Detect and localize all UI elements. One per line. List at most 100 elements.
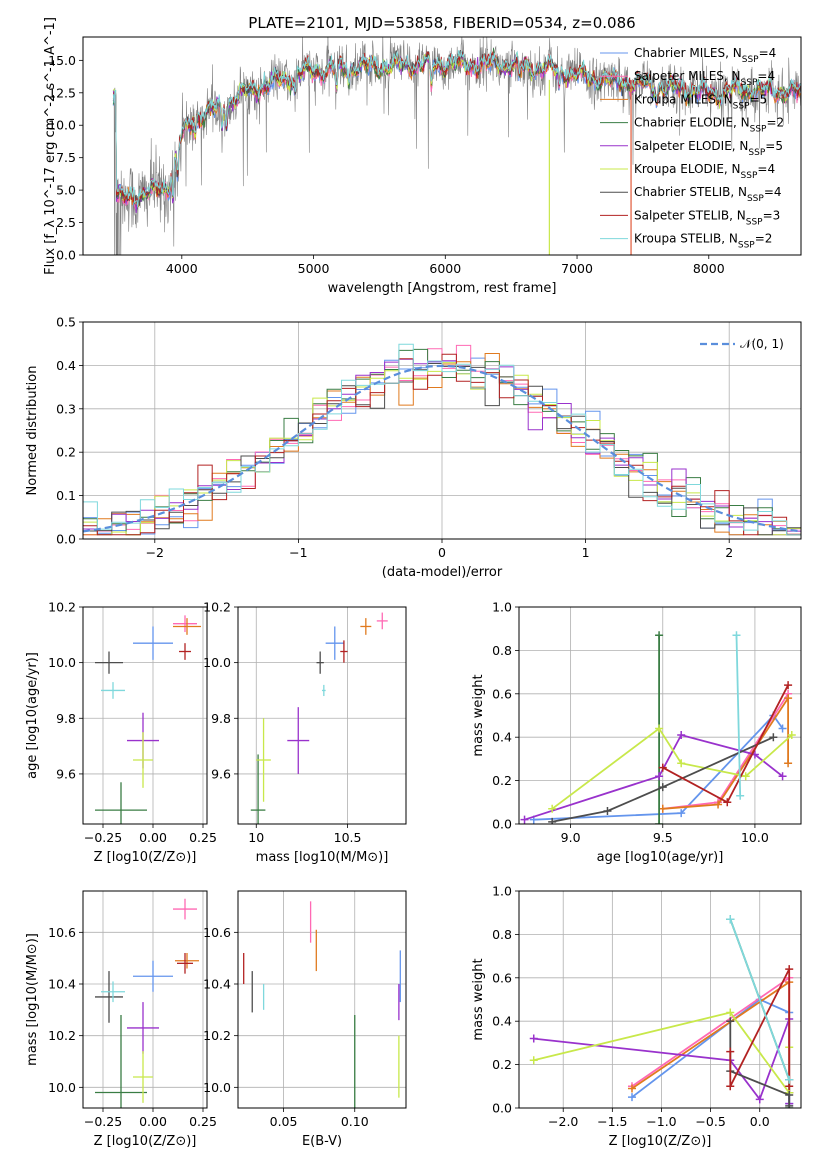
x-tick-label: 9.5 — [653, 830, 673, 845]
y-tick-label: 0.4 — [492, 1014, 512, 1029]
x-tick-label: 0.10 — [341, 1114, 369, 1129]
y-tick-label: 10.0 — [48, 118, 76, 133]
x-tick-label: 0.00 — [139, 1114, 167, 1129]
weight-marker-chabrier_elodie — [655, 631, 664, 640]
weight-marker-salpeter_stelib — [658, 763, 667, 772]
weight-marker-kroupa_stelib — [785, 1075, 794, 1084]
x-tick-label: −1.0 — [646, 1114, 676, 1129]
x-tick-label: 2 — [725, 545, 733, 560]
x-axis-label: mass [log10(M/M⊙)] — [256, 850, 389, 865]
legend-subscript: SSP — [733, 101, 750, 111]
y-tick-label: 12.5 — [48, 85, 76, 100]
y-tick-label: 0.0 — [492, 1101, 512, 1116]
y-tick-label: 2.5 — [56, 215, 76, 230]
panel-weight-vs-age: 9.0 9.5 10.0 0.0 0.2 0.4 0.6 0.8 1.0 age [log10(a… — [471, 600, 802, 865]
y-axis-label: age [log10(age/yr)] — [25, 652, 40, 779]
legend-label: Chabrier MILES, NSSP=4 — [634, 46, 776, 65]
weight-marker-kroupa_stelib — [726, 915, 735, 924]
legend-subscript: SSP — [748, 148, 765, 158]
y-tick-label: 10.6 — [48, 925, 76, 940]
y-tick-label: 1.0 — [492, 600, 512, 615]
y-tick-label: 10.6 — [203, 925, 231, 940]
x-axis-label: age [log10(age/yr)] — [597, 850, 724, 865]
x-axis-label: E(B-V) — [302, 1134, 342, 1149]
plot-area — [519, 891, 801, 1108]
x-tick-label: −1.5 — [597, 1114, 627, 1129]
x-tick-label: 0 — [438, 545, 446, 560]
y-tick-label: 9.8 — [56, 711, 76, 726]
x-tick-label: 8000 — [693, 261, 725, 276]
y-tick-label: 7.5 — [56, 150, 76, 165]
weight-line-salpeter_miles — [662, 693, 789, 810]
legend-subscript: SSP — [747, 194, 764, 204]
weight-line-chabrier_stelib — [729, 1021, 791, 1106]
y-tick-label: 0.2 — [492, 1057, 512, 1072]
weight-marker-kroupa_elodie — [741, 772, 750, 781]
y-tick-label: 1.0 — [492, 884, 512, 899]
y-tick-label: 10.2 — [48, 600, 76, 615]
histogram-salpeter_stelib — [83, 353, 801, 536]
weight-marker-kroupa_elodie — [677, 759, 686, 768]
x-tick-label: 10.5 — [334, 830, 362, 845]
weight-marker-chabrier_stelib — [785, 1101, 794, 1108]
weight-marker-kroupa_miles — [714, 800, 723, 809]
panel-mass-vs-Z: −0.25 0.00 0.25 10.0 10.2 10.4 10.6 Z [log10(Z/… — [25, 890, 217, 1149]
panel-age-vs-mass: 10 10.5 9.6 9.8 10.0 10.2 mass [log10(M/M⊙)] — [203, 600, 407, 865]
weight-line-salpeter_stelib — [662, 684, 789, 804]
weight-marker-chabrier_stelib — [785, 1090, 794, 1099]
weight-marker-chabrier_stelib — [603, 806, 612, 815]
axes-frame — [82, 321, 802, 540]
y-axis-label: mass [log10(M/M⊙)] — [25, 933, 40, 1066]
weight-marker-salpeter_stelib — [726, 1047, 735, 1056]
weight-marker-kroupa_miles — [627, 1084, 636, 1093]
figure-title: PLATE=2101, MJD=53858, FIBERID=0534, z=0… — [248, 14, 635, 32]
legend-label: 𝒩(0, 1) — [740, 337, 784, 351]
y-tick-label: 10.4 — [48, 977, 76, 992]
weight-marker-salpeter_stelib — [785, 965, 794, 974]
weight-marker-kroupa_elodie — [726, 1008, 735, 1017]
x-tick-label: 10.0 — [741, 830, 769, 845]
y-tick-label: 10.0 — [48, 1080, 76, 1095]
weight-marker-kroupa_stelib — [732, 631, 741, 640]
weight-marker-kroupa_elodie — [787, 731, 796, 740]
plot-area — [83, 891, 207, 1108]
weight-marker-kroupa_elodie — [529, 1056, 538, 1065]
x-tick-label: 0.25 — [189, 1114, 217, 1129]
plot-area — [112, 37, 801, 255]
plot-area — [83, 607, 207, 824]
weight-marker-salpeter_elodie — [778, 772, 787, 781]
axes-frame — [237, 606, 407, 825]
x-tick-label: −0.25 — [84, 830, 122, 845]
panel-residual-histogram: −2 −1 0 1 2 0.0 0.1 0.2 0.3 0.4 0.5 (data-model)/er… — [25, 315, 802, 580]
axes-frame — [237, 890, 407, 1109]
legend-label: Salpeter ELODIE, NSSP=5 — [634, 139, 783, 158]
y-tick-label: 10.0 — [48, 655, 76, 670]
legend-label: Kroupa STELIB, NSSP=2 — [634, 232, 772, 251]
y-tick-label: 0.2 — [492, 773, 512, 788]
x-tick-label: 1 — [582, 545, 590, 560]
y-tick-label: 10.2 — [48, 1028, 76, 1043]
x-axis-label: Z [log10(Z/Z⊙)] — [94, 850, 197, 865]
weight-marker-kroupa_miles — [784, 694, 793, 703]
legend-label: Salpeter STELIB, NSSP=3 — [634, 208, 780, 227]
x-tick-label: 6000 — [429, 261, 461, 276]
weight-line-chabrier_miles — [533, 714, 784, 821]
axes-frame — [518, 890, 802, 1109]
y-tick-label: 10.0 — [203, 655, 231, 670]
weight-marker-chabrier_elodie — [655, 820, 664, 824]
y-tick-label: 0.4 — [56, 358, 76, 373]
y-tick-label: 15.0 — [48, 53, 76, 68]
y-tick-label: 0.8 — [492, 643, 512, 658]
x-tick-label: 4000 — [166, 261, 198, 276]
weight-marker-kroupa_stelib — [736, 791, 745, 800]
panel-weight-vs-Z: −2.0 −1.5 −1.0 −0.5 0.0 0.0 0.2 0.4 0.6 0.8 1.0 Z [… — [471, 884, 802, 1149]
x-tick-label: 10 — [248, 830, 264, 845]
weight-line-chabrier_stelib — [552, 736, 774, 823]
weight-marker-salpeter_elodie — [755, 1095, 764, 1104]
y-tick-label: 0.2 — [56, 445, 76, 460]
y-tick-label: 9.8 — [211, 711, 231, 726]
legend-subscript: SSP — [742, 55, 759, 65]
x-tick-label: 5000 — [298, 261, 330, 276]
legend-subscript: SSP — [738, 241, 755, 251]
